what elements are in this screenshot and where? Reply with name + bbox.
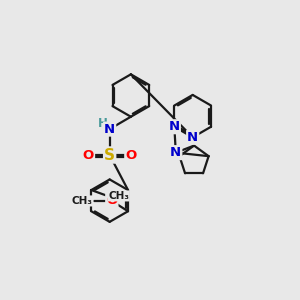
Text: N: N [104, 123, 115, 136]
Text: CH₃: CH₃ [108, 191, 129, 201]
Text: CH₃: CH₃ [72, 196, 93, 206]
Text: O: O [83, 148, 94, 161]
Text: N: N [187, 131, 198, 144]
Text: S: S [104, 148, 115, 163]
Text: N: N [170, 146, 182, 159]
Text: H: H [98, 117, 108, 130]
Text: O: O [125, 148, 136, 161]
Text: N: N [169, 120, 180, 133]
Text: O: O [106, 194, 118, 207]
